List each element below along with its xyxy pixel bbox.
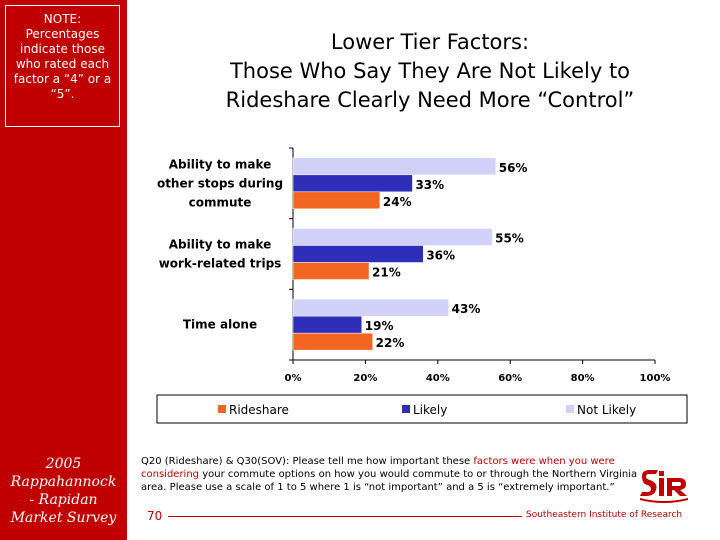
legend-label: Likely [413, 403, 447, 417]
data-label: 21% [372, 266, 401, 280]
x-tick-label: 0% [285, 373, 302, 384]
legend-label: Rideshare [229, 403, 289, 417]
survey-name: 2005 Rappahannock - Rapidan Market Surve… [0, 455, 127, 527]
sidebar: NOTE: Percentages indicate those who rat… [0, 0, 127, 540]
title-line-2: Those Who Say They Are Not Likely to [229, 59, 631, 83]
title-line-3: Rideshare Clearly Need More “Control” [225, 88, 635, 112]
bar-not-likely [292, 298, 449, 317]
category-label-line: other stops during [157, 176, 283, 190]
survey-line-2: Rappahannock [10, 474, 117, 490]
data-label: 36% [426, 249, 455, 263]
data-label: 24% [383, 195, 412, 209]
legend-swatch [218, 405, 226, 413]
data-label: 56% [499, 161, 528, 175]
x-tick-label: 40% [426, 373, 450, 384]
footnote-highlight: factors were when you were considering [141, 456, 615, 480]
footer-divider [168, 516, 522, 517]
bar-not-likely [292, 157, 496, 176]
x-tick-label: 80% [571, 373, 595, 384]
data-label: 55% [495, 232, 524, 246]
page-number: 70 [147, 509, 163, 523]
data-label: 19% [365, 319, 394, 333]
data-label: 43% [452, 302, 481, 316]
legend-label: Not Likely [577, 403, 636, 417]
bar-rideshare [292, 191, 381, 210]
category-label: Ability to make work-related trips [159, 238, 282, 271]
x-tick-label: 100% [640, 373, 671, 384]
data-label: 22% [376, 336, 405, 350]
note-box: NOTE: Percentages indicate those who rat… [5, 5, 120, 127]
bar-likely [292, 245, 424, 263]
category-label-line: Ability to make [169, 238, 272, 252]
category-label-line: Ability to make [169, 157, 272, 171]
survey-line-4: Market Survey [10, 510, 117, 526]
x-tick-label: 60% [498, 373, 522, 384]
bar-rideshare [292, 332, 373, 351]
legend-box [156, 394, 688, 424]
category-label: Ability to make other stops during commute [157, 157, 283, 209]
survey-year: 2005 [45, 456, 82, 472]
sir-logo-icon [640, 470, 688, 503]
legend-swatch [566, 405, 574, 413]
legend-swatch [402, 405, 410, 413]
title-line-1: Lower Tier Factors: [330, 30, 530, 54]
category-label-line: commute [189, 195, 252, 209]
footnote-prefix: Q20 (Rideshare) & Q30(SOV): Please tell … [141, 456, 474, 467]
bar-not-likely [292, 228, 493, 246]
organization-name: Southeastern Institute of Research [526, 510, 683, 520]
footnote: Q20 (Rideshare) & Q30(SOV): Please tell … [141, 455, 641, 494]
footnote-rest: your commute options on how you would co… [141, 469, 638, 493]
bar-likely [292, 315, 363, 334]
chart-title: Lower Tier Factors: Those Who Say They A… [160, 28, 700, 115]
data-label: 33% [415, 178, 444, 192]
bar-likely [292, 174, 413, 193]
category-label-line: work-related trips [159, 257, 282, 271]
category-label: Time alone [183, 318, 257, 332]
category-label-line: Time alone [183, 318, 257, 332]
x-tick-label: 20% [353, 373, 377, 384]
bar-rideshare [292, 262, 370, 280]
survey-line-3: - Rapidan [29, 492, 98, 508]
